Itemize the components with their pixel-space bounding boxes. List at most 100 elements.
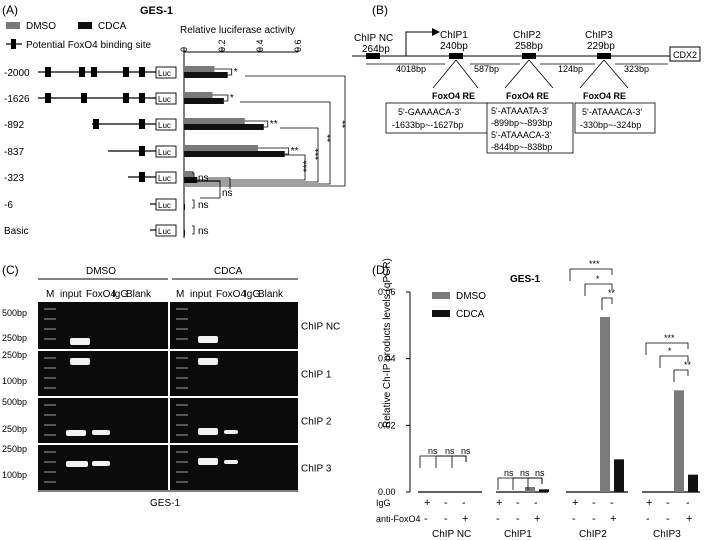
pair-bracket xyxy=(244,120,269,128)
construct-label: -837 xyxy=(4,147,24,158)
axis-a-tick-label: 0 xyxy=(179,47,189,52)
pair-sig-label: ** xyxy=(291,146,299,157)
dna-band xyxy=(224,460,238,464)
anti-sign: - xyxy=(516,513,520,525)
dist4: 323bp xyxy=(624,64,649,74)
gel-dmso xyxy=(38,351,168,396)
bracket-ns-6-label: ns xyxy=(222,188,233,199)
bracket-ns-6 xyxy=(196,180,221,199)
marker-band xyxy=(44,424,56,426)
dist2: 587bp xyxy=(474,64,499,74)
bp-label: 250bp xyxy=(2,333,27,343)
bracket-ns-323 xyxy=(206,177,231,189)
axis-a-title: Relative luciferase activity xyxy=(180,25,295,36)
chip3-block xyxy=(597,53,611,59)
igg-sign: - xyxy=(686,497,690,509)
anti-sign: + xyxy=(462,513,468,525)
bar-cdca xyxy=(184,72,228,78)
group-label: ChIP2 xyxy=(579,529,607,540)
sig-bracket xyxy=(584,283,613,296)
bp-label: 100bp xyxy=(2,470,27,480)
dna-band xyxy=(198,428,218,435)
marker-band xyxy=(176,414,188,416)
sig-label: ns xyxy=(535,468,545,478)
pair-sig-label: ns xyxy=(198,226,209,237)
cdx2-label: CDX2 xyxy=(673,50,697,60)
lane-label: IgG xyxy=(244,289,260,300)
igg-sign: - xyxy=(534,497,538,509)
bar-dmso xyxy=(600,317,610,492)
luc-label: Luc xyxy=(158,121,171,130)
gel-dmso xyxy=(38,398,168,443)
lane-label: Blank xyxy=(258,289,284,300)
anti-sign: - xyxy=(444,513,448,525)
anti-sign: - xyxy=(496,513,500,525)
marker-band xyxy=(176,367,188,369)
bar-cdca xyxy=(539,489,549,492)
row-anti-label: anti-FoxO4 xyxy=(376,514,421,524)
dist3: 124bp xyxy=(558,64,583,74)
bp-label: 500bp xyxy=(2,397,27,407)
lane-label: IgG xyxy=(112,289,128,300)
marker-band xyxy=(44,328,56,330)
construct-label: -323 xyxy=(4,173,24,184)
luc-box xyxy=(155,66,177,79)
marker-band xyxy=(176,377,188,379)
binding-site-box xyxy=(123,67,129,77)
dna-band xyxy=(198,458,218,465)
igg-sign: - xyxy=(444,497,448,509)
luc-label: Luc xyxy=(158,201,171,210)
luc-label: Luc xyxy=(158,174,171,183)
chip3-bp: 229bp xyxy=(587,41,615,52)
lane-label: FoxO4 xyxy=(216,289,246,300)
legend-cdca-label: CDCA xyxy=(98,21,127,32)
marker-band xyxy=(44,471,56,473)
igg-sign: + xyxy=(496,497,502,509)
binding-site-box xyxy=(45,67,51,77)
binding-site-box xyxy=(45,93,51,103)
sig-label: * xyxy=(596,274,600,284)
group-label: ChIP3 xyxy=(653,529,681,540)
luc-label: Luc xyxy=(158,69,171,78)
d-legend-dmso: DMSO xyxy=(456,291,486,302)
sig-label: ** xyxy=(684,360,692,370)
marker-band xyxy=(44,338,56,340)
anti-sign: - xyxy=(572,513,576,525)
sig-bracket xyxy=(569,268,613,281)
marker-band xyxy=(44,308,56,310)
igg-sign: - xyxy=(666,497,670,509)
panel-d-title: GES-1 xyxy=(510,274,540,285)
construct-label: -2000 xyxy=(4,68,30,79)
dna-band xyxy=(92,461,110,466)
binding-site-box xyxy=(139,146,145,156)
bar-cdca xyxy=(614,459,624,492)
group-label: ChIP NC xyxy=(432,529,471,540)
bracket-892-label: *** xyxy=(314,148,325,160)
marker-band xyxy=(176,357,188,359)
re1-box xyxy=(385,102,489,134)
chip3-label: ChIP3 xyxy=(585,30,613,41)
pair-bracket xyxy=(214,68,233,76)
panel-c-label: (C) xyxy=(2,263,19,277)
igg-sign: - xyxy=(592,497,596,509)
anti-sign: + xyxy=(610,513,616,525)
chip-nc-bp: 264bp xyxy=(362,44,390,55)
chip1-block xyxy=(449,53,463,59)
legend-site-label: Potential FoxO4 binding site xyxy=(26,40,152,51)
binding-site-box xyxy=(139,67,145,77)
marker-band xyxy=(44,377,56,379)
anti-sign: - xyxy=(646,513,650,525)
lane-label: Blank xyxy=(126,289,152,300)
panel-d-label: (D) xyxy=(372,263,389,277)
igg-sign: + xyxy=(646,497,652,509)
marker-band xyxy=(176,471,188,473)
bracket-1626-label: ** xyxy=(326,134,337,142)
bracket-892 xyxy=(185,127,319,183)
bar-dmso xyxy=(525,487,535,492)
sig-label: *** xyxy=(664,333,675,343)
sig-bracket xyxy=(673,369,689,382)
chip1-bp: 240bp xyxy=(440,41,468,52)
sig-bracket xyxy=(527,477,543,490)
